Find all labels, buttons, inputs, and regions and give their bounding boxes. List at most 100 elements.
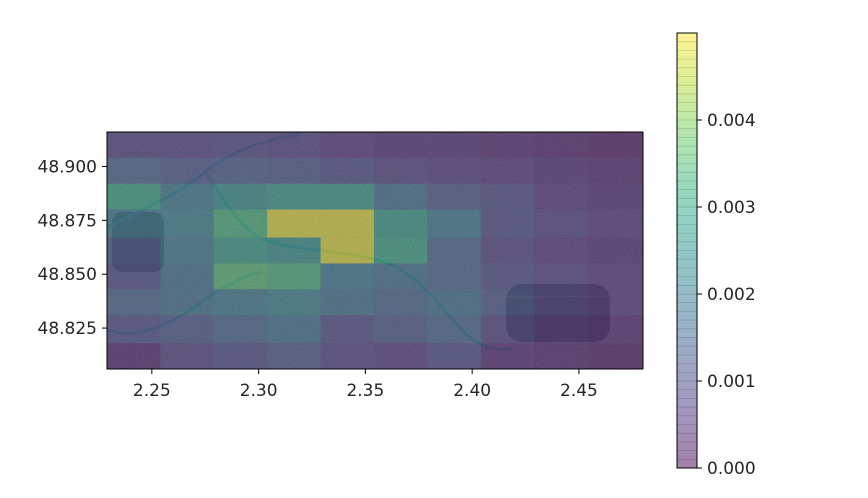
- heatmap-cell: [107, 343, 161, 369]
- heatmap-cell: [320, 343, 374, 369]
- heatmap-cell: [587, 289, 643, 316]
- heatmap-cell: [587, 157, 643, 184]
- heatmap-cell: [107, 315, 161, 344]
- heatmap-cell: [534, 209, 588, 238]
- heatmap-cell: [427, 157, 481, 184]
- colorbar-tick-label: 0.000: [707, 459, 756, 479]
- y-tick-label: 48.875: [38, 211, 97, 231]
- heatmap-cell: [587, 209, 643, 238]
- heatmap-cell: [267, 315, 321, 344]
- heatmap-cell: [480, 183, 535, 210]
- heatmap-cell: [267, 209, 321, 238]
- heatmap-cell: [373, 209, 428, 238]
- heatmap-cell: [427, 237, 481, 264]
- heatmap-cell: [160, 183, 214, 210]
- heatmap-cell: [534, 289, 588, 316]
- heatmap-cell: [320, 183, 374, 210]
- heatmap-cell: [320, 209, 374, 238]
- heatmap-cell: [213, 132, 268, 158]
- heatmap-cell: [534, 157, 588, 184]
- heatmap-cell: [373, 343, 428, 369]
- x-axis: 2.25 2.30 2.35 2.40 2.45: [133, 369, 598, 401]
- heatmap-cell: [160, 157, 214, 184]
- heatmap-cell: [320, 157, 374, 184]
- heatmap-cell: [267, 343, 321, 369]
- colorbar-frame: [676, 32, 698, 469]
- heatmap-cell: [320, 289, 374, 316]
- y-tick-label: 48.850: [38, 265, 97, 285]
- heatmap-cell: [427, 132, 481, 158]
- heatmap-cell: [320, 315, 374, 344]
- heatmap-cell: [320, 237, 374, 264]
- heatmap-cell: [160, 263, 214, 290]
- heatmap-cell: [373, 315, 428, 344]
- heatmap-cell: [587, 343, 643, 369]
- heatmap-cell: [427, 315, 481, 344]
- colorbar-tick-label: 0.001: [707, 372, 756, 392]
- heatmap-cell: [213, 263, 268, 290]
- heatmap-cell: [107, 157, 161, 184]
- colorbar-tick-label: 0.003: [707, 198, 756, 218]
- x-tick-label: 2.45: [560, 381, 598, 401]
- heatmap-cell: [427, 209, 481, 238]
- colorbar-level-lines: [677, 41, 697, 460]
- heatmap-cell: [160, 132, 214, 158]
- heatmap-cell: [107, 289, 161, 316]
- heatmap-cell: [213, 209, 268, 238]
- heatmap-cell: [213, 157, 268, 184]
- heatmap-cell: [534, 183, 588, 210]
- heatmap-cell: [267, 237, 321, 264]
- heatmap-cell: [373, 289, 428, 316]
- heatmap-cell: [160, 343, 214, 369]
- heatmap-cell: [480, 343, 535, 369]
- heatmap-cell: [480, 157, 535, 184]
- heatmap-cell: [160, 237, 214, 264]
- x-tick-label: 2.40: [453, 381, 491, 401]
- heatmap-cell: [107, 132, 161, 158]
- heatmap-cell: [213, 183, 268, 210]
- y-axis: 48.825 48.850 48.875 48.900: [38, 157, 107, 339]
- heatmap-cell: [427, 183, 481, 210]
- y-tick-label: 48.900: [38, 157, 97, 177]
- heatmap-cell: [373, 263, 428, 290]
- heatmap-cell: [320, 263, 374, 290]
- colorbar-ticks: 0.000 0.001 0.002 0.003 0.004: [697, 111, 756, 479]
- heatmap-cell: [373, 157, 428, 184]
- heatmap-cell: [427, 263, 481, 290]
- heatmap-cell: [160, 315, 214, 344]
- x-tick-label: 2.30: [240, 381, 278, 401]
- heatmap-cell: [107, 183, 161, 210]
- heatmap-cell: [160, 289, 214, 316]
- heatmap-cell: [107, 209, 161, 238]
- heatmap-cell: [480, 263, 535, 290]
- heatmap-cell: [213, 289, 268, 316]
- heatmap-cell: [587, 132, 643, 158]
- heatmap-cell: [587, 183, 643, 210]
- heatmap-cell: [480, 315, 535, 344]
- heatmap-cell: [587, 237, 643, 264]
- heatmap-cell: [267, 183, 321, 210]
- y-tick-label: 48.825: [38, 319, 97, 339]
- heatmap-cell: [534, 237, 588, 264]
- heatmap-cell: [480, 237, 535, 264]
- heatmap-cell: [213, 343, 268, 369]
- heatmap-cell: [480, 209, 535, 238]
- heatmap-layer: [107, 132, 643, 369]
- heatmap-cell: [373, 237, 428, 264]
- heatmap-cell: [267, 132, 321, 158]
- heatmap-cell: [267, 157, 321, 184]
- colorbar: 0.000 0.001 0.002 0.003 0.004: [676, 32, 756, 479]
- heatmap-cell: [534, 315, 588, 344]
- heatmap-cell: [427, 343, 481, 369]
- heatmap-cell: [320, 132, 374, 158]
- colorbar-gradient: [677, 33, 697, 468]
- heatmap-cell: [213, 237, 268, 264]
- heatmap-cell: [373, 132, 428, 158]
- heatmap-cell: [427, 289, 481, 316]
- heatmap-cell: [107, 237, 161, 264]
- x-tick-label: 2.35: [346, 381, 384, 401]
- heatmap-cell: [480, 289, 535, 316]
- heatmap-cell: [267, 263, 321, 290]
- heatmap-cell: [587, 263, 643, 290]
